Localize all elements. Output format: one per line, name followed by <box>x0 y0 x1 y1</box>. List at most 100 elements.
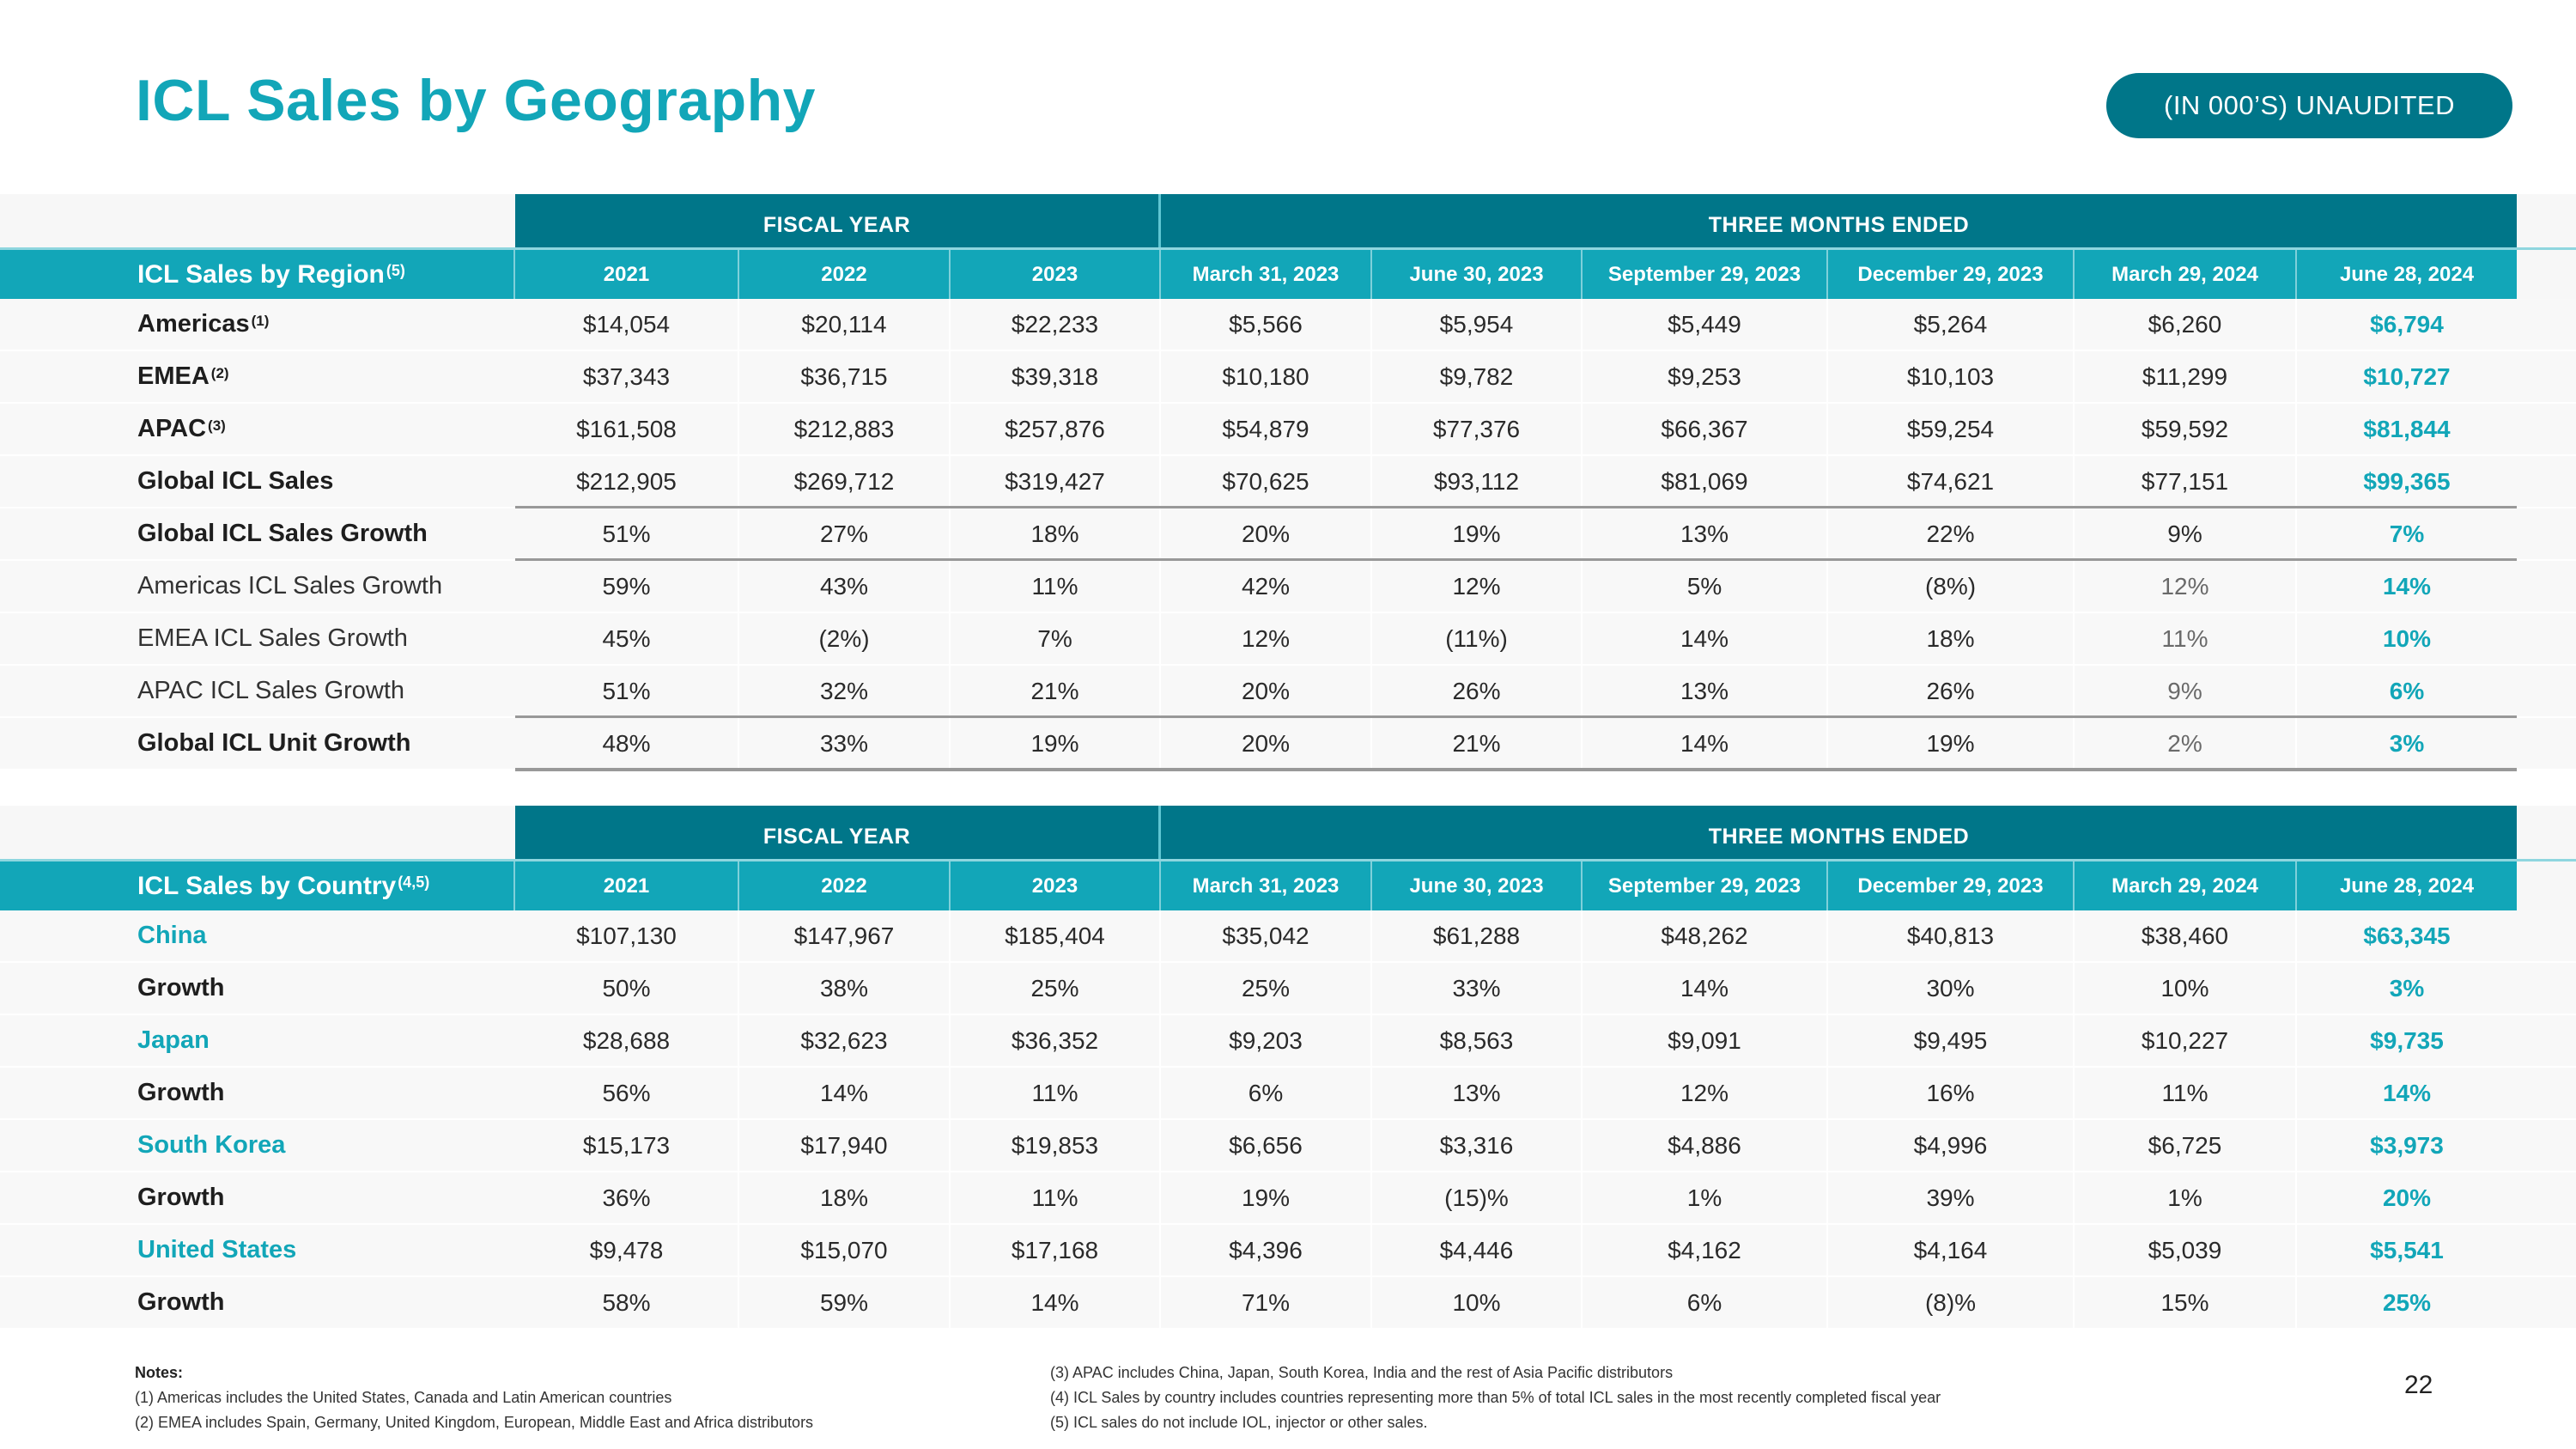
table-row: Japan $28,688 $32,623 $36,352 $9,203 $8,563 $9… <box>0 1015 2576 1068</box>
table-cell: 59% <box>515 561 739 612</box>
column-header: 2022 <box>739 250 951 299</box>
table-cell: $8,563 <box>1372 1015 1583 1066</box>
table-cell: $81,069 <box>1583 456 1828 507</box>
table-cell: $4,886 <box>1583 1120 1828 1171</box>
row-label: China <box>0 910 515 961</box>
table-cell: 11% <box>2075 613 2297 664</box>
table-row: Global ICL Sales Growth 51% 27% 18% 20% 19% 13… <box>0 508 2576 562</box>
table-cell: $59,254 <box>1828 404 2075 454</box>
column-header: June 28, 2024 <box>2339 262 2475 286</box>
table-cell: 1% <box>1583 1172 1828 1223</box>
table-cell: 12% <box>1372 561 1583 612</box>
table-cell: $9,253 <box>1583 351 1828 402</box>
column-header: 2023 <box>951 250 1161 299</box>
table-cell: 42% <box>1161 561 1372 612</box>
table-cell: $40,813 <box>1828 910 2075 961</box>
table-cell: 13% <box>1583 508 1828 559</box>
column-header: March 29, 2024 <box>2075 250 2297 299</box>
table-cell: $11,299 <box>2075 351 2297 402</box>
table-cell: $28,688 <box>515 1015 739 1066</box>
note-4: (4) ICL Sales by country includes countr… <box>1050 1389 1941 1406</box>
table-cell: 11% <box>951 561 1161 612</box>
table-cell: 14% <box>2382 572 2432 600</box>
column-header: June 30, 2023 <box>1372 861 1583 910</box>
table-cell: $269,712 <box>739 456 951 507</box>
table-row: China $107,130 $147,967 $185,404 $35,042 $61,… <box>0 910 2576 963</box>
group-header-row: FISCAL YEAR THREE MONTHS ENDED <box>0 806 2576 859</box>
table-cell: $147,967 <box>739 910 951 961</box>
table-cell: $20,114 <box>739 299 951 350</box>
table-cell: 12% <box>2075 561 2297 612</box>
table-cell: 27% <box>739 508 951 559</box>
table-cell: $257,876 <box>951 404 1161 454</box>
table-cell: 16% <box>1828 1068 2075 1118</box>
notes-right: (3) APAC includes China, Japan, South Ko… <box>1050 1361 1941 1435</box>
table-cell: 5% <box>1583 561 1828 612</box>
table-cell: $10,727 <box>2363 362 2451 390</box>
table-cell: $36,715 <box>739 351 951 402</box>
table-cell: 39% <box>1828 1172 2075 1223</box>
table-cell: $6,260 <box>2075 299 2297 350</box>
table-cell: $93,112 <box>1372 456 1583 507</box>
table-cell: 11% <box>2075 1068 2297 1118</box>
table-cell: 10% <box>2075 963 2297 1014</box>
table-row: South Korea $15,173 $17,940 $19,853 $6,656 $3… <box>0 1120 2576 1172</box>
table-cell: 14% <box>1583 613 1828 664</box>
table-cell: $61,288 <box>1372 910 1583 961</box>
region-sales-table: FISCAL YEAR THREE MONTHS ENDED ICL Sales… <box>0 194 2576 771</box>
table-cell: 19% <box>1161 1172 1372 1223</box>
table-cell: $4,446 <box>1372 1225 1583 1275</box>
table-row: Americas ICL Sales Growth 59% 43% 11% 42% 12%… <box>0 561 2576 613</box>
column-header: March 31, 2023 <box>1161 250 1372 299</box>
table-cell: 7% <box>951 613 1161 664</box>
table-cell: 20% <box>1161 718 1372 769</box>
table-cell: 11% <box>951 1172 1161 1223</box>
table-cell: $39,318 <box>951 351 1161 402</box>
table-cell: $48,262 <box>1583 910 1828 961</box>
row-label: South Korea <box>0 1120 515 1171</box>
table-cell: 7% <box>2389 520 2425 547</box>
note-1: (1) Americas includes the United States,… <box>135 1389 672 1406</box>
group-header-row: FISCAL YEAR THREE MONTHS ENDED <box>0 194 2576 247</box>
table-cell: 3% <box>2389 974 2425 1002</box>
table-cell: $107,130 <box>515 910 739 961</box>
table-cell: $59,592 <box>2075 404 2297 454</box>
table-cell: 12% <box>1583 1068 1828 1118</box>
table-row: Global ICL Sales $212,905 $269,712 $319,427… <box>0 456 2576 509</box>
table-cell: $4,162 <box>1583 1225 1828 1275</box>
row-label: Growth <box>0 1068 515 1118</box>
column-header: September 29, 2023 <box>1583 861 1828 910</box>
table-cell: 9% <box>2075 666 2297 716</box>
table-cell: $3,973 <box>2370 1131 2444 1159</box>
table-cell: (15)% <box>1372 1172 1583 1223</box>
notes-heading: Notes: <box>135 1364 184 1381</box>
table-cell: $5,039 <box>2075 1225 2297 1275</box>
table-cell: 19% <box>1828 718 2075 769</box>
row-label: Global ICL Sales <box>0 456 515 507</box>
table-cell: 20% <box>1161 508 1372 559</box>
table-cell: $38,460 <box>2075 910 2297 961</box>
country-table-label: ICL Sales by Country (4,5) <box>0 861 515 910</box>
table-cell: 38% <box>739 963 951 1014</box>
table-cell: 26% <box>1372 666 1583 716</box>
table-cell: $99,365 <box>2363 467 2451 495</box>
row-label: United States <box>0 1225 515 1275</box>
table-cell: (8)% <box>1828 1277 2075 1328</box>
table-cell: 14% <box>739 1068 951 1118</box>
table-cell: $81,844 <box>2363 415 2451 442</box>
table-cell: $9,782 <box>1372 351 1583 402</box>
page-number: 22 <box>2404 1371 2433 1399</box>
table-cell: $9,478 <box>515 1225 739 1275</box>
table-cell: $4,164 <box>1828 1225 2075 1275</box>
row-label: Growth <box>0 1277 515 1328</box>
table-cell: 12% <box>1161 613 1372 664</box>
table-row: Growth 36% 18% 11% 19% (15)% 1% 39% 1% 20% <box>0 1172 2576 1225</box>
table-cell: 19% <box>951 718 1161 769</box>
three-months-header: THREE MONTHS ENDED <box>1161 806 2517 859</box>
table-cell: $9,495 <box>1828 1015 2075 1066</box>
table-cell: $9,203 <box>1161 1015 1372 1066</box>
table-cell: $37,343 <box>515 351 739 402</box>
table-cell: 18% <box>1828 613 2075 664</box>
table-cell: $161,508 <box>515 404 739 454</box>
table-cell: (8%) <box>1828 561 2075 612</box>
